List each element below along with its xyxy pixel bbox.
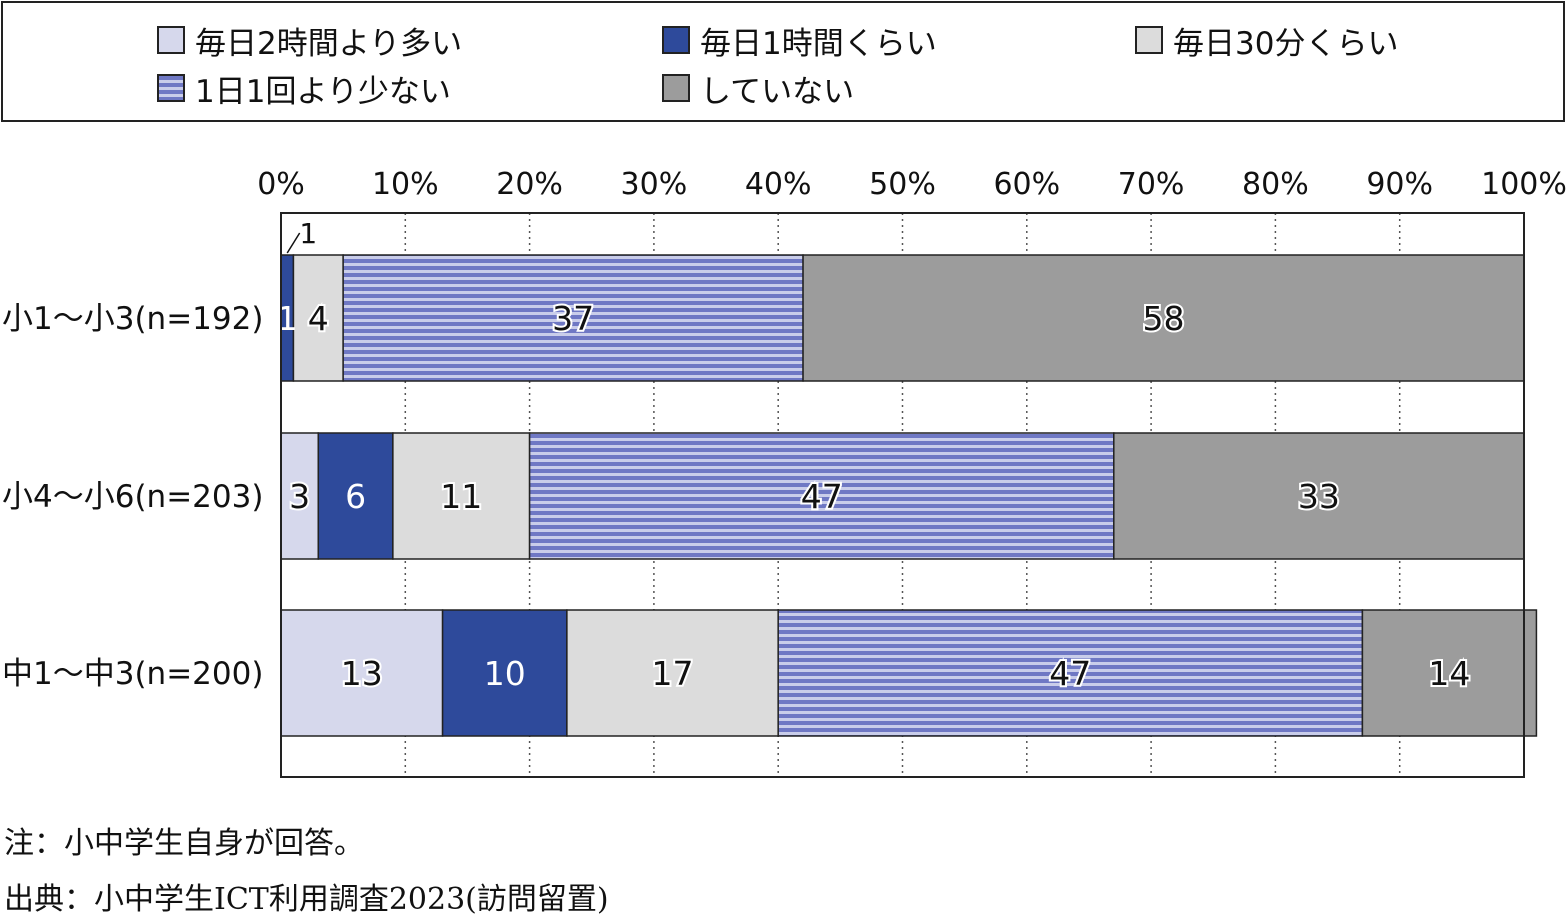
legend-swatch-none [662, 74, 690, 102]
bars [280, 254, 1538, 737]
category-label: 中1～中3(n=200) [2, 656, 263, 692]
legend-swatch-2h-plus [157, 26, 185, 54]
category-labels: 小1～小3(n=192) 小4～小6(n=203) 中1～中3(n=200) [2, 301, 263, 692]
callout-line [286, 232, 301, 254]
x-tick-label: 90% [1366, 167, 1433, 202]
data-label: 1 [277, 299, 298, 338]
data-label: 3 [289, 477, 310, 516]
legend-item-30min: 毎日30分くらい [1135, 22, 1398, 62]
data-label: 13 [341, 654, 383, 693]
x-tick-label: 50% [869, 167, 936, 202]
bar-segment [441, 609, 568, 737]
legend-item-none: していない [662, 70, 854, 110]
x-axis-ticks: 0% 10% 20% 30% 40% 50% 60% 70% 80% 90% 100% [257, 167, 1567, 202]
x-tick-label: 70% [1118, 167, 1185, 202]
data-label: 33 [1298, 477, 1340, 516]
legend-item-2h-plus: 毎日2時間より多い [157, 22, 462, 62]
bar-segment [777, 609, 1364, 737]
legend-swatch-30min [1135, 26, 1163, 54]
data-label: 10 [484, 654, 526, 693]
category-label: 小1～小3(n=192) [2, 301, 263, 337]
x-tick-label: 80% [1242, 167, 1309, 202]
data-label: 37 [552, 299, 594, 338]
plot-frame [280, 212, 1525, 778]
note-text: 注：小中学生自身が回答。 [4, 826, 364, 861]
data-label: 14 [1428, 654, 1470, 693]
x-tick-label: 0% [257, 167, 305, 202]
legend-item-1h: 毎日1時間くらい [662, 22, 937, 62]
x-tick-label: 30% [621, 167, 688, 202]
legend-label-2h-plus: 毎日2時間より多い [195, 25, 463, 62]
callout-label: 1 [299, 217, 317, 250]
bar-segment [1361, 609, 1538, 737]
bar-segment [342, 254, 804, 382]
data-label: 58 [1143, 299, 1185, 338]
bar-segment [280, 609, 444, 737]
x-tick-label: 60% [993, 167, 1060, 202]
data-label: 47 [1049, 654, 1091, 693]
data-label: 17 [652, 654, 694, 693]
legend-label-less-than-daily: 1日1回より少ない [195, 73, 451, 110]
bar-segment [566, 609, 779, 737]
bar-segment [802, 254, 1525, 382]
legend-swatch-less-than-daily [157, 74, 185, 102]
data-label: 6 [345, 477, 366, 516]
bar-segment [528, 432, 1115, 560]
data-label: 11 [440, 477, 482, 516]
legend-swatch-1h [662, 26, 690, 54]
legend-item-less-than-daily: 1日1回より少ない [157, 70, 451, 110]
source-text: 出典：小中学生ICT利用調査2023(訪問留置) [4, 882, 609, 917]
bar-segment [317, 432, 394, 560]
x-tick-label: 10% [372, 167, 439, 202]
x-tick-label: 100% [1481, 167, 1567, 202]
legend-label-none: していない [700, 73, 855, 110]
data-label: 4 [308, 299, 329, 338]
bar-segment [392, 432, 531, 560]
category-label: 小4～小6(n=203) [2, 479, 263, 515]
legend-label-30min: 毎日30分くらい [1173, 25, 1399, 62]
x-tick-label: 20% [496, 167, 563, 202]
legend: 毎日2時間より多い 毎日1時間くらい 毎日30分くらい 1日1回より少ない して… [1, 1, 1565, 122]
x-tick-label: 40% [745, 167, 812, 202]
bar-segment [1113, 432, 1525, 560]
data-label: 47 [801, 477, 843, 516]
legend-label-1h: 毎日1時間くらい [700, 25, 937, 62]
